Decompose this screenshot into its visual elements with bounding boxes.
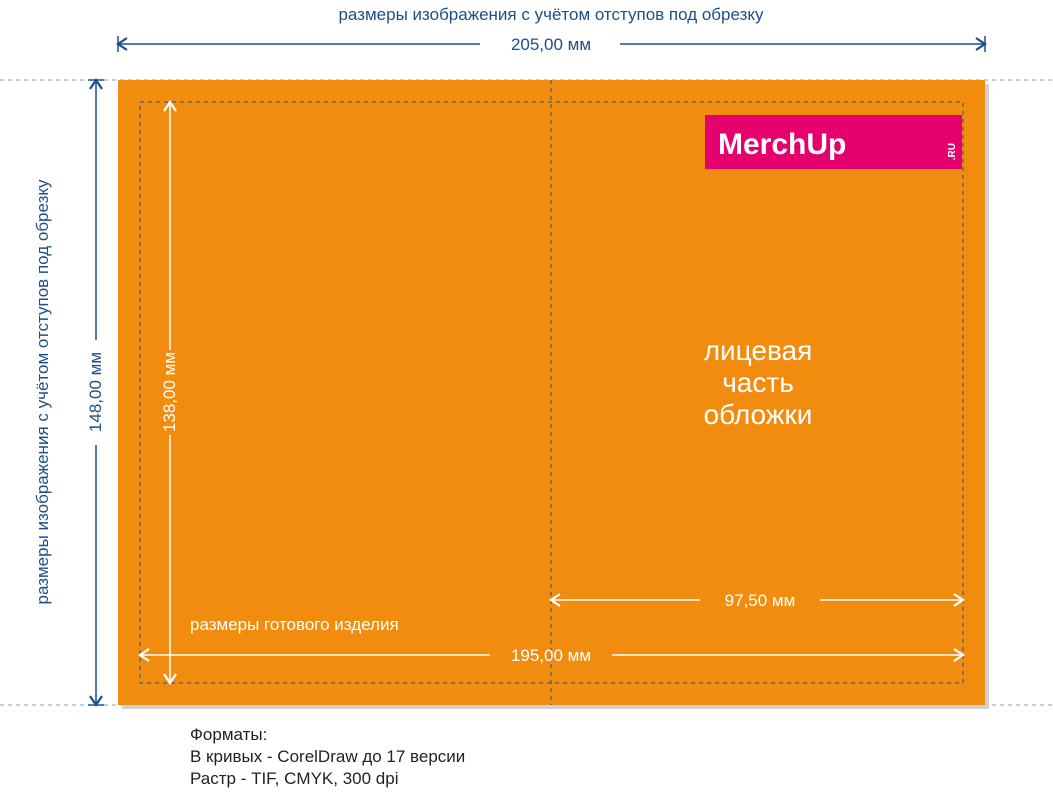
svg-text:лицевая: лицевая	[704, 335, 813, 366]
svg-text:Растр - TIF, CMYK, 300 dpi: Растр - TIF, CMYK, 300 dpi	[190, 769, 398, 788]
merchup-logo: MerchUp .RU	[705, 115, 962, 169]
print-template-diagram: размеры изображения с учётом отступов по…	[0, 0, 1053, 809]
svg-text:Форматы:: Форматы:	[190, 725, 267, 744]
dim-outer-width-value: 205,00 мм	[511, 35, 591, 54]
dim-outer-height: 148,00 мм	[86, 80, 105, 705]
formats-block: Форматы: В кривых - CorelDraw до 17 верс…	[190, 725, 465, 788]
dim-half-width-value: 97,50 мм	[725, 591, 796, 610]
top-label: размеры изображения с учётом отступов по…	[338, 5, 764, 24]
svg-text:В кривых - CorelDraw до 17 вер: В кривых - CorelDraw до 17 версии	[190, 747, 465, 766]
dim-outer-width: 205,00 мм	[118, 35, 985, 54]
svg-text:MerchUp: MerchUp	[718, 128, 846, 161]
svg-text:часть: часть	[722, 367, 794, 398]
left-label: размеры изображения с учётом отступов по…	[33, 179, 52, 605]
dim-inner-height-value: 138,00 мм	[160, 352, 179, 432]
dim-outer-height-value: 148,00 мм	[86, 352, 105, 432]
svg-text:обложки: обложки	[704, 399, 813, 430]
product-size-label: размеры готового изделия	[190, 615, 399, 634]
svg-text:.RU: .RU	[947, 143, 958, 160]
dim-inner-width-value: 195,00 мм	[511, 646, 591, 665]
